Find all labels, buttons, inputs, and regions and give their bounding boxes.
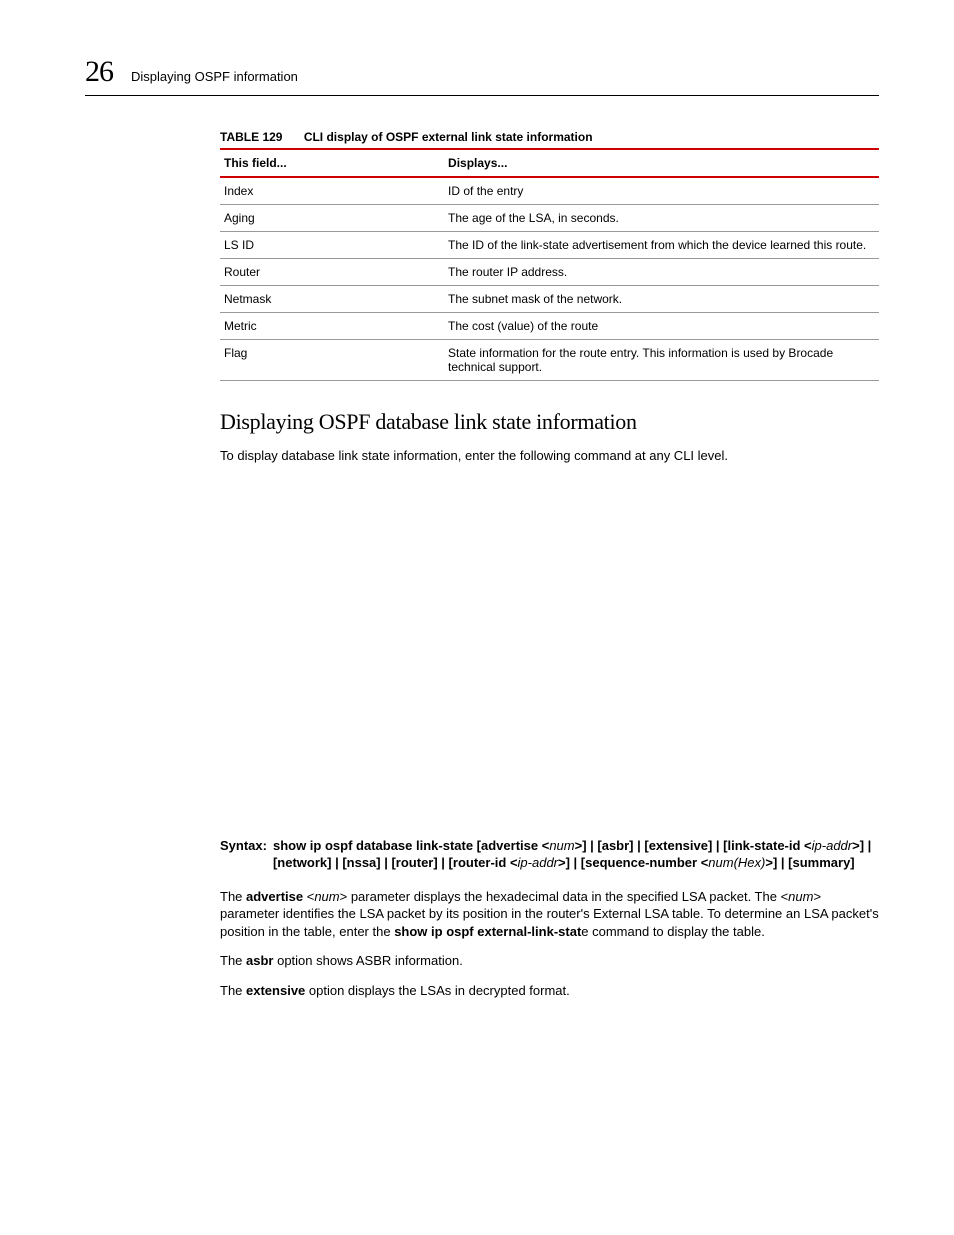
syntax-body: show ip ospf database link-state [advert… <box>273 837 879 872</box>
param: num <box>788 889 813 904</box>
keyword: advertise <box>246 889 303 904</box>
page: 26 Displaying OSPF information TABLE 129… <box>0 0 954 1071</box>
cell-field: Flag <box>220 340 444 381</box>
text: The <box>220 953 246 968</box>
table-row: Netmask The subnet mask of the network. <box>220 286 879 313</box>
spacing <box>220 477 879 837</box>
table-row: Router The router IP address. <box>220 259 879 286</box>
syntax-block: Syntax: show ip ospf database link-state… <box>220 837 879 872</box>
table-row: Flag State information for the route ent… <box>220 340 879 381</box>
text: e command to display the table. <box>581 924 765 939</box>
page-header-title: Displaying OSPF information <box>131 69 298 84</box>
ospf-external-linkstate-table: This field... Displays... Index ID of th… <box>220 148 879 381</box>
cell-field: LS ID <box>220 232 444 259</box>
paragraph: The extensive option displays the LSAs i… <box>220 982 879 1000</box>
cell-desc: The age of the LSA, in seconds. <box>444 205 879 232</box>
paragraph: The asbr option shows ASBR information. <box>220 952 879 970</box>
table-label: TABLE 129 <box>220 130 282 144</box>
cell-desc: State information for the route entry. T… <box>444 340 879 381</box>
content-area: TABLE 129 CLI display of OSPF external l… <box>220 130 879 999</box>
text: > parameter displays the hexadecimal dat… <box>340 889 789 904</box>
syntax-text: >] | [summary] <box>765 855 854 870</box>
syntax-label: Syntax: <box>220 837 273 872</box>
text: The <box>220 889 246 904</box>
syntax-param: ip-addr <box>518 855 558 870</box>
cell-desc: The subnet mask of the network. <box>444 286 879 313</box>
column-header: Displays... <box>444 149 879 177</box>
table-row: Index ID of the entry <box>220 177 879 205</box>
syntax-param: ip-addr <box>812 838 852 853</box>
page-number: 26 <box>85 55 113 89</box>
text: The <box>220 983 246 998</box>
page-header: 26 Displaying OSPF information <box>85 55 879 96</box>
cell-field: Metric <box>220 313 444 340</box>
keyword: asbr <box>246 953 273 968</box>
syntax-text: >] | [sequence-number < <box>558 855 708 870</box>
cell-desc: ID of the entry <box>444 177 879 205</box>
text: option displays the LSAs in decrypted fo… <box>305 983 569 998</box>
column-header: This field... <box>220 149 444 177</box>
keyword: extensive <box>246 983 305 998</box>
cell-desc: The ID of the link-state advertisement f… <box>444 232 879 259</box>
text: option shows ASBR information. <box>273 953 462 968</box>
cell-field: Index <box>220 177 444 205</box>
cell-field: Router <box>220 259 444 286</box>
table-row: LS ID The ID of the link-state advertise… <box>220 232 879 259</box>
table-header-row: This field... Displays... <box>220 149 879 177</box>
section-heading: Displaying OSPF database link state info… <box>220 409 879 435</box>
cell-desc: The router IP address. <box>444 259 879 286</box>
syntax-text: >] | [asbr] | [extensive] | [link-state-… <box>575 838 812 853</box>
cell-field: Netmask <box>220 286 444 313</box>
syntax-param: num <box>549 838 574 853</box>
table-caption: TABLE 129 CLI display of OSPF external l… <box>220 130 879 144</box>
text: < <box>303 889 314 904</box>
table-row: Aging The age of the LSA, in seconds. <box>220 205 879 232</box>
syntax-text: show ip ospf database link-state [advert… <box>273 838 549 853</box>
param: num <box>314 889 339 904</box>
paragraph: The advertise <num> parameter displays t… <box>220 888 879 941</box>
intro-paragraph: To display database link state informati… <box>220 447 879 465</box>
cell-desc: The cost (value) of the route <box>444 313 879 340</box>
table-row: Metric The cost (value) of the route <box>220 313 879 340</box>
command: show ip ospf external-link-stat <box>394 924 581 939</box>
syntax-param: num(Hex) <box>708 855 765 870</box>
cell-field: Aging <box>220 205 444 232</box>
table-caption-text: CLI display of OSPF external link state … <box>304 130 593 144</box>
